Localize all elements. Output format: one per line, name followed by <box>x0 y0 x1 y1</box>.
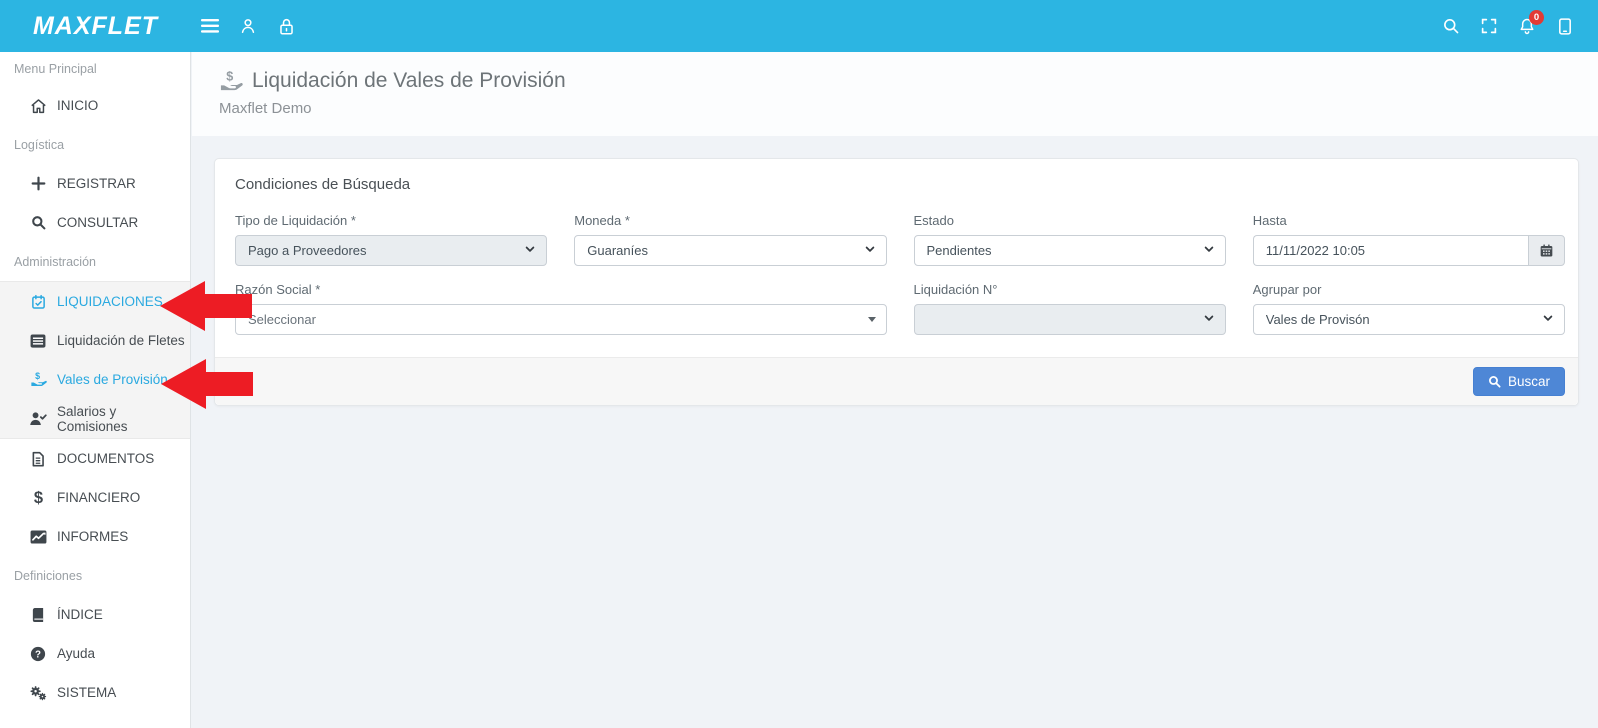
notification-badge: 0 <box>1529 10 1544 25</box>
sidebar-item-indice[interactable]: ÍNDICE <box>0 595 190 634</box>
svg-text:$: $ <box>33 489 42 506</box>
sidebar-item-label: Ayuda <box>57 646 96 661</box>
chevron-down-icon <box>524 243 536 258</box>
lock-icon[interactable] <box>267 8 305 44</box>
liquidaciones-submenu: LIQUIDACIONES Liquidación de Fletes $ V <box>0 281 190 439</box>
sidebar-item-ayuda[interactable]: ? Ayuda <box>0 634 190 673</box>
main-content: $ Liquidación de Vales de Provisión Maxf… <box>192 52 1598 728</box>
estado-label: Estado <box>913 213 954 228</box>
chevron-down-icon <box>1203 312 1215 327</box>
sidebar-header-logistica: Logística <box>14 137 65 152</box>
fullscreen-icon[interactable] <box>1470 8 1508 44</box>
estado-select[interactable]: Pendientes <box>913 235 1226 266</box>
tipo-liquidacion-select[interactable]: Pago a Proveedores <box>235 235 548 266</box>
sidebar-item-financiero[interactable]: $ FINANCIERO <box>0 478 190 517</box>
sidebar-item-salarios-y-comisiones[interactable]: Salarios y Comisiones <box>0 399 190 438</box>
sidebar-item-consultar[interactable]: CONSULTAR <box>0 203 190 242</box>
caret-down-icon <box>867 317 876 322</box>
user-icon[interactable] <box>229 8 267 44</box>
agrupar-por-select[interactable]: Vales de Provisón <box>1252 304 1565 335</box>
svg-text:?: ? <box>35 649 41 660</box>
sidebar-item-label: FINANCIERO <box>57 490 141 505</box>
hamburger-icon[interactable] <box>191 8 229 44</box>
bell-icon[interactable]: 0 <box>1508 8 1546 44</box>
hasta-date-input[interactable] <box>1252 235 1528 266</box>
sidebar-item-vales-de-provision[interactable]: $ Vales de Provisión <box>0 360 190 399</box>
gears-icon <box>28 685 48 701</box>
svg-text:$: $ <box>35 371 40 381</box>
calendar-icon <box>1540 244 1553 257</box>
tablet-icon[interactable] <box>1546 8 1584 44</box>
tipo-liquidacion-label: Tipo de Liquidación * <box>235 213 356 228</box>
hasta-label: Hasta <box>1252 213 1287 228</box>
dollar-icon: $ <box>28 489 48 506</box>
sidebar-item-liquidacion-de-fletes[interactable]: Liquidación de Fletes <box>0 321 190 360</box>
sidebar-header-definiciones: Definiciones <box>14 568 83 583</box>
topbar: MAXFLET 0 <box>0 0 1598 52</box>
sidebar-item-liquidaciones[interactable]: LIQUIDACIONES <box>0 282 190 321</box>
plus-icon <box>28 176 48 191</box>
sidebar-item-sistema[interactable]: SISTEMA <box>0 673 190 712</box>
sidebar-header-menu-principal: Menu Principal <box>14 62 97 76</box>
sidebar-item-label: Salarios y Comisiones <box>57 403 128 434</box>
calendar-check-icon <box>28 294 48 310</box>
razon-social-label: Razón Social * <box>235 282 321 297</box>
sidebar-item-label: SISTEMA <box>57 685 117 700</box>
sidebar-item-inicio[interactable]: INICIO <box>0 86 190 125</box>
razon-social-select[interactable]: Seleccionar <box>235 304 887 335</box>
home-icon <box>28 98 48 114</box>
content-header: $ Liquidación de Vales de Provisión Maxf… <box>192 52 1598 136</box>
sidebar-item-label: LIQUIDACIONES <box>57 294 163 309</box>
sidebar-item-registrar[interactable]: REGISTRAR <box>0 164 190 203</box>
book-icon <box>28 607 48 623</box>
sidebar-item-label: Vales de Provisión <box>57 372 168 387</box>
question-circle-icon: ? <box>28 646 48 662</box>
sidebar: Menu Principal INICIO Logística REGISTRA… <box>0 52 191 728</box>
list-icon <box>28 333 48 348</box>
page-title: $ Liquidación de Vales de Provisión <box>219 69 1598 93</box>
sidebar-item-documentos[interactable]: DOCUMENTOS <box>0 439 190 478</box>
svg-text:$: $ <box>226 69 233 83</box>
sidebar-item-label: ÍNDICE <box>57 607 103 622</box>
sidebar-item-label: Liquidación de Fletes <box>57 333 185 348</box>
agrupar-por-label: Agrupar por <box>1252 282 1322 297</box>
search-icon <box>1488 376 1501 388</box>
sidebar-item-label: INFORMES <box>57 529 129 544</box>
moneda-label: Moneda * <box>574 213 630 228</box>
liquidacion-n-select[interactable] <box>913 304 1226 335</box>
sidebar-item-label: INICIO <box>57 98 99 113</box>
calendar-button[interactable] <box>1528 235 1565 266</box>
search-icon[interactable] <box>1432 8 1470 44</box>
chevron-down-icon <box>1542 312 1554 327</box>
search-conditions-card: Condiciones de Búsqueda Tipo de Liquidac… <box>214 158 1579 406</box>
sidebar-header-administracion: Administración <box>14 254 96 269</box>
sidebar-item-informes[interactable]: INFORMES <box>0 517 190 556</box>
brand-text: MAXFLET <box>32 11 159 40</box>
chevron-down-icon <box>864 243 876 258</box>
chevron-down-icon <box>1203 243 1215 258</box>
search-button[interactable]: Buscar <box>1472 367 1565 396</box>
page-title-text: Liquidación de Vales de Provisión <box>252 69 566 92</box>
moneda-select[interactable]: Guaraníes <box>574 235 887 266</box>
sidebar-item-label: DOCUMENTOS <box>57 451 155 466</box>
card-footer: Buscar <box>215 357 1578 405</box>
hand-holding-dollar-icon: $ <box>28 371 48 388</box>
file-icon <box>28 451 48 467</box>
sidebar-item-label: CONSULTAR <box>57 215 139 230</box>
hand-holding-dollar-icon: $ <box>219 69 243 93</box>
chart-line-icon <box>28 529 48 544</box>
card-title: Condiciones de Búsqueda <box>235 176 411 193</box>
liquidacion-n-label: Liquidación N° <box>913 282 998 297</box>
card-body: Tipo de Liquidación * Pago a Proveedores… <box>215 199 1578 357</box>
user-check-icon <box>28 411 48 426</box>
search-icon <box>28 215 48 230</box>
sidebar-item-label: REGISTRAR <box>57 176 136 191</box>
brand-logo[interactable]: MAXFLET <box>0 12 191 41</box>
page-subtitle: Maxflet Demo <box>219 100 312 117</box>
